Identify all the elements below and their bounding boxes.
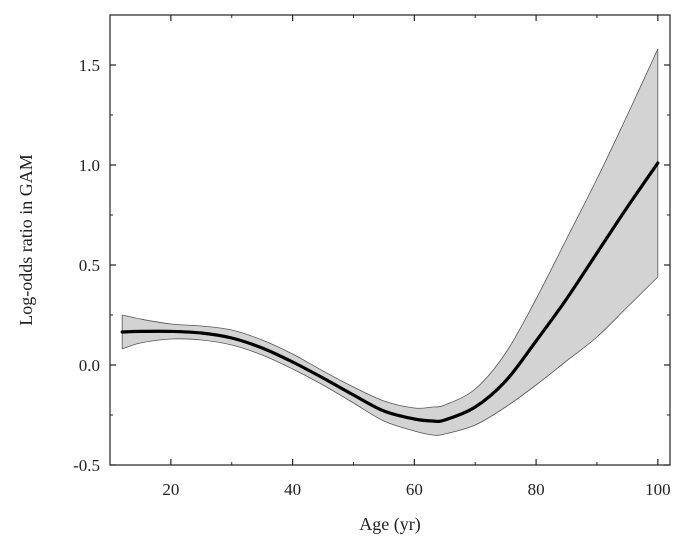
x-tick-label: 60 xyxy=(406,480,423,499)
y-axis-label: Log-odds ratio in GAM xyxy=(16,154,36,325)
estimate-line-layer xyxy=(120,161,660,424)
y-tick-label: 1.0 xyxy=(79,156,100,175)
y-tick-label: 0.0 xyxy=(79,356,100,375)
confidence-band-lower xyxy=(122,276,659,436)
y-axis-ticks: -0.5 0.0 0.5 1.0 1.5 xyxy=(73,56,670,475)
series-line-0 xyxy=(120,161,660,424)
y-tick-label: -0.5 xyxy=(73,456,100,475)
y-tick-label: 1.5 xyxy=(79,56,100,75)
x-tick-label: 100 xyxy=(645,480,671,499)
x-tick-label: 40 xyxy=(284,480,301,499)
confidence-band-upper xyxy=(122,48,659,409)
confidence-band-area xyxy=(122,49,658,436)
x-tick-label: 80 xyxy=(528,480,545,499)
x-tick-label: 20 xyxy=(162,480,179,499)
x-axis-label: Age (yr) xyxy=(359,514,420,535)
confidence-band-layer xyxy=(121,48,659,436)
plot-frame xyxy=(109,14,671,466)
y-tick-label: 0.5 xyxy=(79,256,100,275)
x-axis-ticks: 20 40 60 80 100 xyxy=(109,15,671,499)
